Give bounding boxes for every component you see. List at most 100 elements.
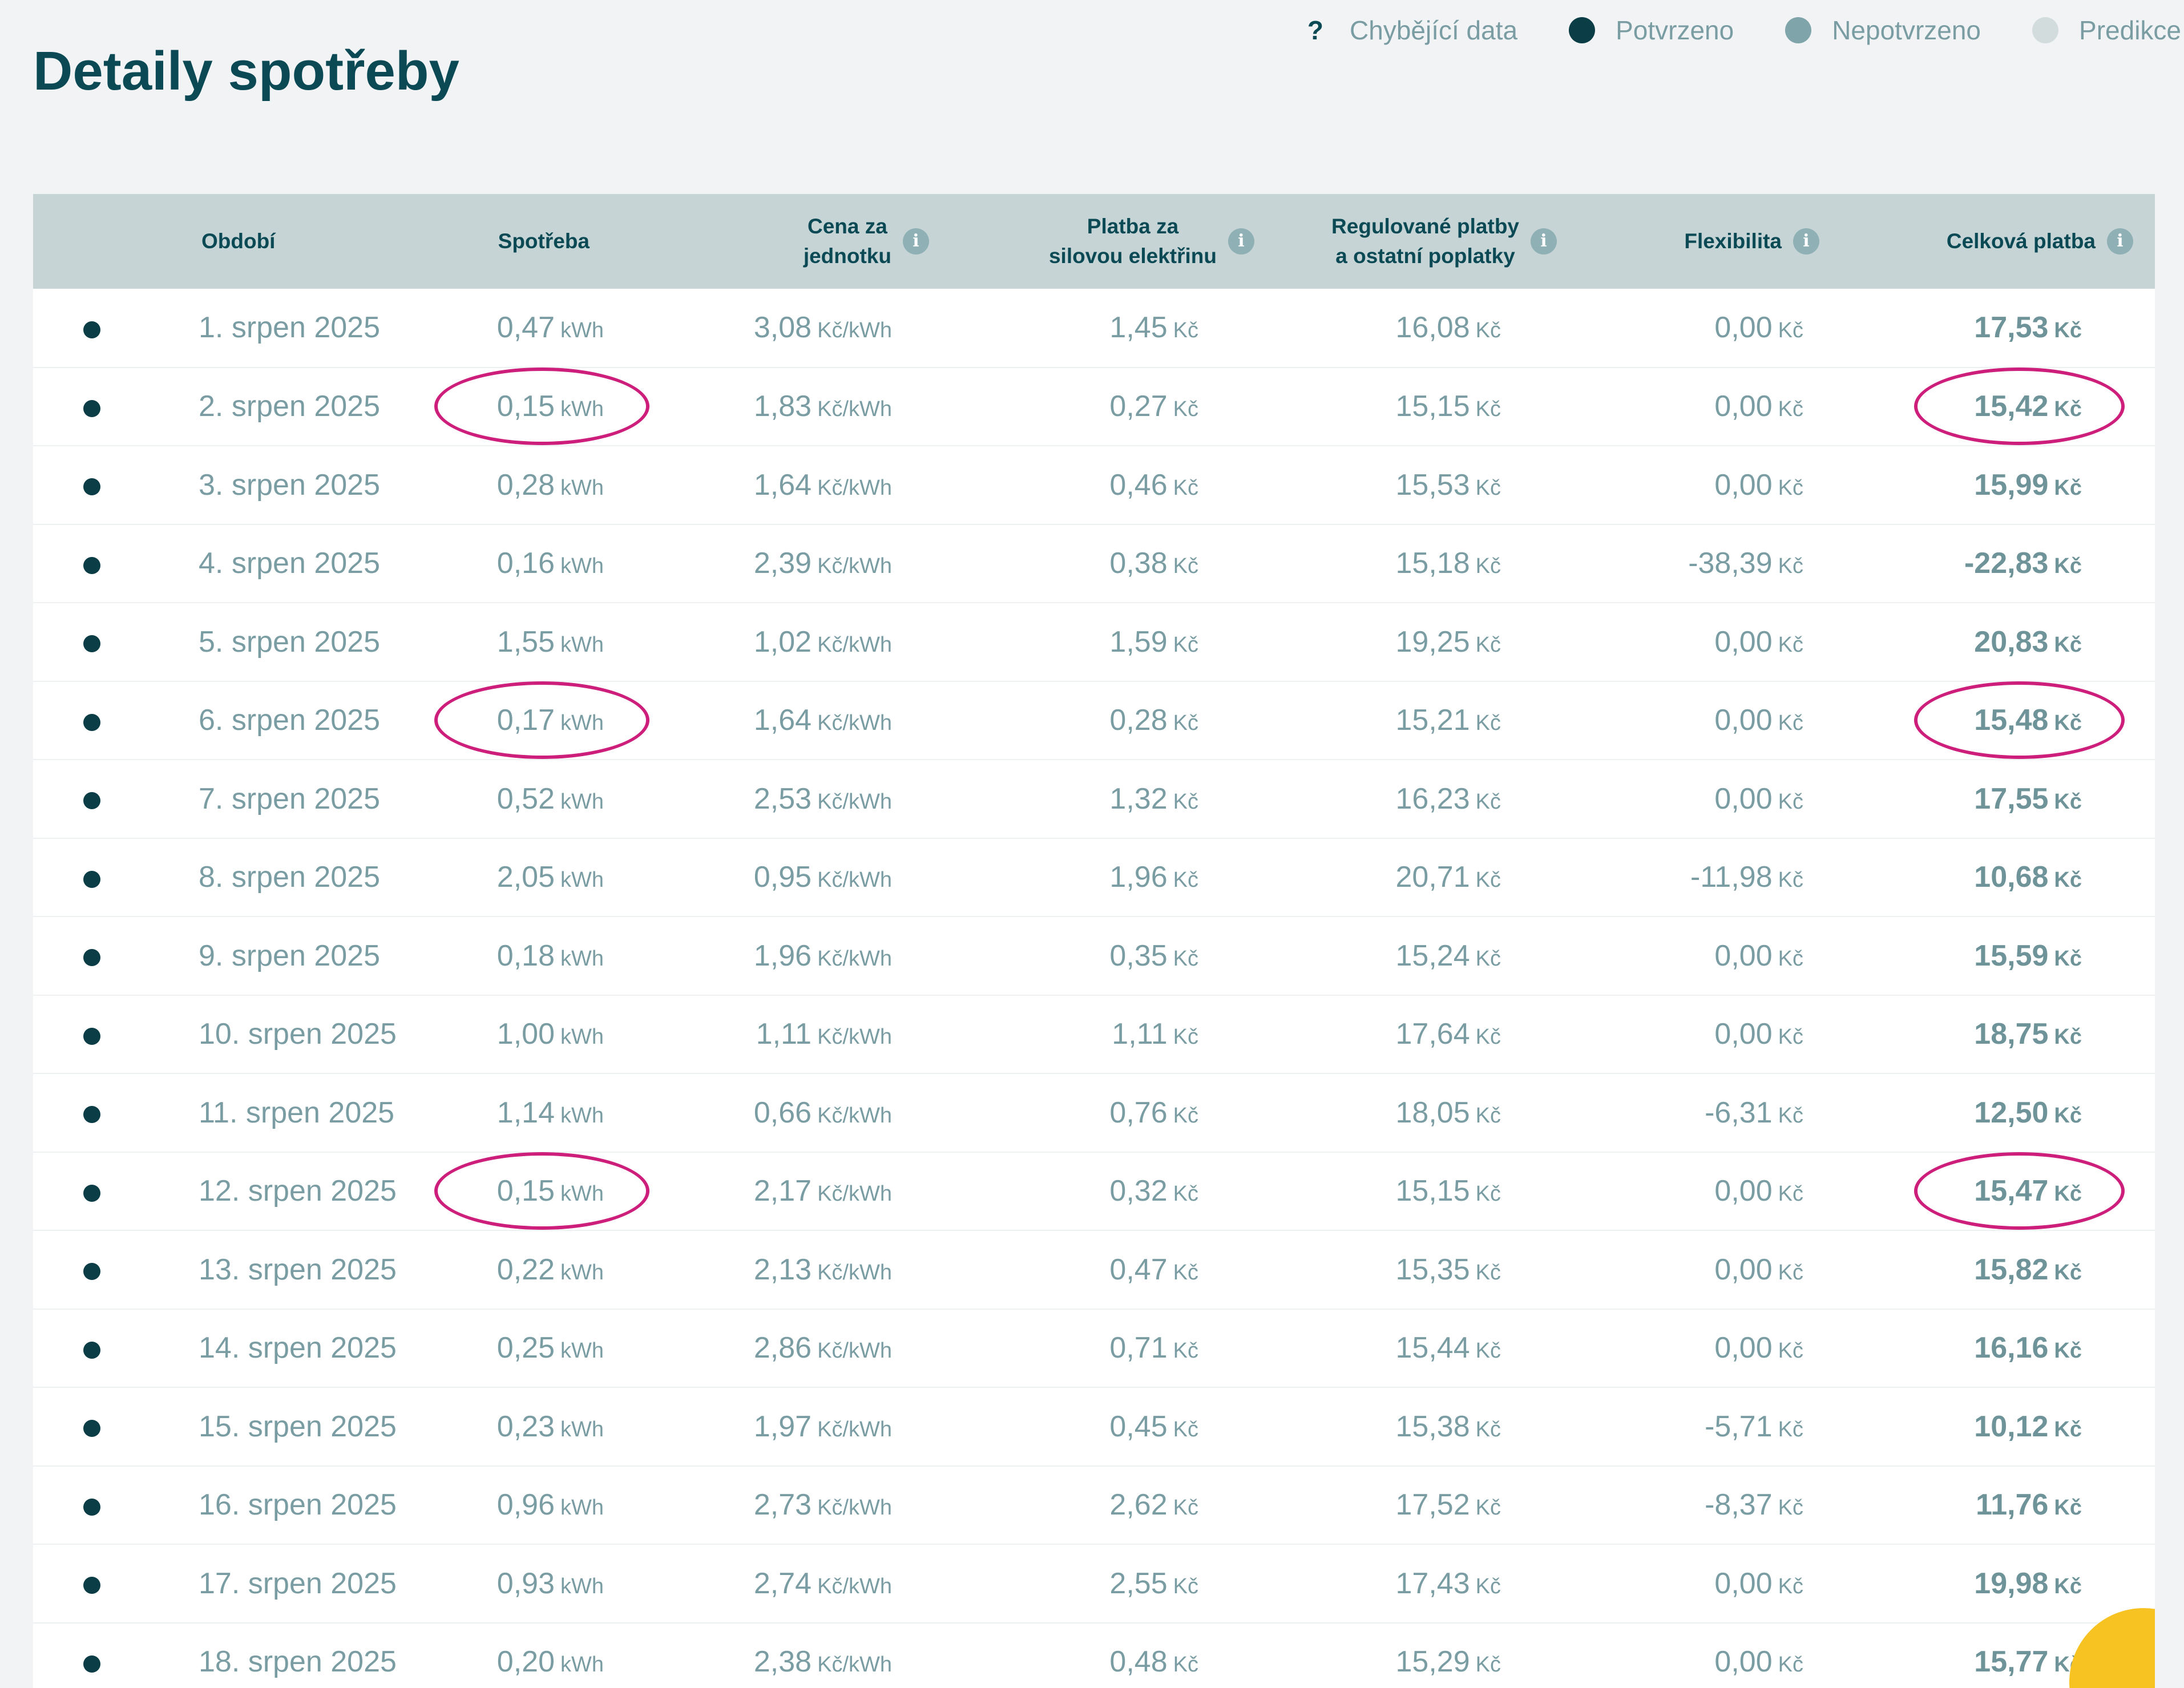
table-row[interactable]: 14. srpen 2025 0,25 kWh 2,86 Kč/kWh 0,71 Kč… [33, 1309, 2155, 1387]
page-title: Detaily spotřeby [33, 41, 459, 102]
total-payment-value: 17,53 Kč [1974, 310, 2082, 345]
period-text: 4. srpen 2025 [199, 547, 381, 580]
consumption-value: 0,16 kWh [497, 546, 604, 580]
total-payment-value: 15,42 Kč [1914, 368, 2125, 446]
info-icon[interactable]: i [1531, 228, 1557, 255]
total-payment-value: 15,77 Kč [1974, 1645, 2082, 1679]
currency-unit: Kč [1778, 1182, 1803, 1206]
table-row[interactable]: 9. srpen 2025 0,18 kWh 1,96 Kč/kWh 0,35 Kč … [33, 916, 2155, 995]
unit-price-number: 1,64 [753, 704, 812, 737]
consumption-value: 0,22 kWh [497, 1253, 604, 1287]
header-label-line: silovou elektřinu [1048, 244, 1217, 268]
unit-price-cell: 2,38 Kč/kWh [689, 1623, 992, 1688]
status-cell [33, 995, 170, 1074]
header-consumption: Spotřeba [444, 194, 689, 289]
currency-unit: Kč [1173, 1260, 1198, 1285]
period-cell: 15. srpen 2025 [170, 1387, 444, 1466]
currency-unit: Kč [2054, 1182, 2082, 1206]
total-payment-number: 17,55 [1974, 782, 2049, 815]
regulated-fees-cell: 15,21 Kč [1294, 681, 1597, 760]
unit-price-cell: 1,11 Kč/kWh [689, 995, 992, 1074]
period-cell: 4. srpen 2025 [170, 524, 444, 603]
confirmed-dot-icon [83, 1027, 100, 1045]
unit-price-unit: Kč/kWh [817, 1260, 892, 1285]
total-payment-number: 16,16 [1974, 1331, 2049, 1365]
table-row[interactable]: 3. srpen 2025 0,28 kWh 1,64 Kč/kWh 0,46 Kč … [33, 446, 2155, 524]
table-row[interactable]: 1. srpen 2025 0,47 kWh 3,08 Kč/kWh 1,45 Kč … [33, 289, 2155, 368]
unit-price-unit: Kč/kWh [817, 1417, 892, 1441]
currency-unit: Kč [1475, 1182, 1501, 1206]
table-row[interactable]: 18. srpen 2025 0,20 kWh 2,38 Kč/kWh 0,48 Kč… [33, 1623, 2155, 1688]
flexibility-cell: 0,00 Kč [1597, 1152, 1899, 1231]
consumption-unit: kWh [560, 946, 604, 971]
power-payment-cell: 1,32 Kč [992, 760, 1294, 838]
info-icon[interactable]: i [1228, 228, 1254, 255]
flexibility-number: 0,00 [1714, 311, 1773, 345]
total-payment-cell: 15,48 Kč [1899, 681, 2155, 760]
unit-price-cell: 2,17 Kč/kWh [689, 1152, 992, 1231]
regulated-fees-cell: 16,23 Kč [1294, 760, 1597, 838]
table-row[interactable]: 4. srpen 2025 0,16 kWh 2,39 Kč/kWh 0,38 Kč … [33, 524, 2155, 603]
regulated-fees-cell: 15,24 Kč [1294, 916, 1597, 995]
table-row[interactable]: 12. srpen 2025 0,15 kWh 2,17 Kč/kWh 0,32 Kč… [33, 1152, 2155, 1231]
regulated-fees-number: 15,15 [1395, 390, 1470, 423]
consumption-number: 0,47 [496, 311, 555, 345]
currency-unit: Kč [1778, 711, 1803, 736]
currency-unit: Kč [1778, 1496, 1803, 1520]
status-legend: ? Chybějící data Potvrzeno Nepotvrzeno P… [1256, 10, 2181, 50]
period-text: 13. srpen 2025 [199, 1253, 397, 1286]
total-payment-value: -22,83 Kč [1964, 546, 2082, 580]
currency-unit: Kč [1778, 475, 1803, 500]
table-row[interactable]: 5. srpen 2025 1,55 kWh 1,02 Kč/kWh 1,59 Kč … [33, 603, 2155, 681]
unit-price-cell: 2,73 Kč/kWh [689, 1466, 992, 1545]
unit-price-number: 1,97 [753, 1410, 812, 1443]
consumption-value: 0,23 kWh [497, 1410, 604, 1444]
question-mark-icon: ? [1307, 15, 1324, 45]
info-icon[interactable]: i [1793, 228, 1819, 255]
table-row[interactable]: 13. srpen 2025 0,22 kWh 2,13 Kč/kWh 0,47 Kč… [33, 1230, 2155, 1309]
period-cell: 5. srpen 2025 [170, 603, 444, 681]
period-text: 5. srpen 2025 [199, 625, 381, 659]
flexibility-cell: 0,00 Kč [1597, 1544, 1899, 1623]
table-row[interactable]: 11. srpen 2025 1,14 kWh 0,66 Kč/kWh 0,76 Kč… [33, 1073, 2155, 1152]
unit-price-number: 1,11 [756, 1017, 812, 1051]
table-row[interactable]: 10. srpen 2025 1,00 kWh 1,11 Kč/kWh 1,11 Kč… [33, 995, 2155, 1074]
header-label-line: jednotku [803, 244, 891, 268]
table-row[interactable]: 15. srpen 2025 0,23 kWh 1,97 Kč/kWh 0,45 Kč… [33, 1387, 2155, 1466]
table-row[interactable]: 16. srpen 2025 0,96 kWh 2,73 Kč/kWh 2,62 Kč… [33, 1466, 2155, 1545]
currency-unit: Kč [1173, 868, 1198, 893]
currency-unit: Kč [1173, 318, 1198, 343]
table-row[interactable]: 8. srpen 2025 2,05 kWh 0,95 Kč/kWh 1,96 Kč … [33, 838, 2155, 916]
status-cell [33, 368, 170, 446]
info-icon[interactable]: i [903, 228, 929, 255]
table-row[interactable]: 7. srpen 2025 0,52 kWh 2,53 Kč/kWh 1,32 Kč … [33, 760, 2155, 838]
table-row[interactable]: 6. srpen 2025 0,17 kWh 1,64 Kč/kWh 0,28 Kč … [33, 681, 2155, 760]
currency-unit: Kč [2054, 711, 2082, 736]
currency-unit: Kč [1475, 868, 1501, 893]
unit-price-number: 2,17 [753, 1174, 812, 1208]
power-payment-number: 1,45 [1109, 311, 1168, 345]
confirmed-dot-icon [83, 1263, 100, 1281]
header-label: Cena za jednotku [804, 212, 891, 271]
currency-unit: Kč [1778, 1025, 1803, 1049]
flexibility-cell: 0,00 Kč [1597, 1230, 1899, 1309]
power-payment-number: 0,47 [1109, 1253, 1168, 1286]
period-cell: 9. srpen 2025 [170, 916, 444, 995]
flexibility-number: 0,00 [1714, 468, 1773, 502]
info-icon[interactable]: i [2107, 228, 2133, 255]
table-row[interactable]: 2. srpen 2025 0,15 kWh 1,83 Kč/kWh 0,27 Kč … [33, 368, 2155, 446]
total-payment-number: 20,83 [1974, 625, 2049, 659]
header-label: Spotřeba [498, 229, 590, 253]
consumption-unit: kWh [560, 1103, 604, 1128]
total-payment-cell: 18,75 Kč [1899, 995, 2155, 1074]
unit-price-number: 0,66 [753, 1096, 812, 1129]
consumption-cell: 0,93 kWh [444, 1544, 689, 1623]
power-payment-cell: 0,48 Kč [992, 1623, 1294, 1688]
unit-price-unit: Kč/kWh [817, 318, 892, 343]
consumption-number: 1,00 [496, 1017, 555, 1051]
unit-price-number: 1,64 [753, 468, 812, 502]
legend-item-confirmed: Potvrzeno [1569, 15, 1734, 46]
power-payment-cell: 0,47 Kč [992, 1230, 1294, 1309]
regulated-fees-cell: 18,05 Kč [1294, 1073, 1597, 1152]
table-row[interactable]: 17. srpen 2025 0,93 kWh 2,74 Kč/kWh 2,55 Kč… [33, 1544, 2155, 1623]
